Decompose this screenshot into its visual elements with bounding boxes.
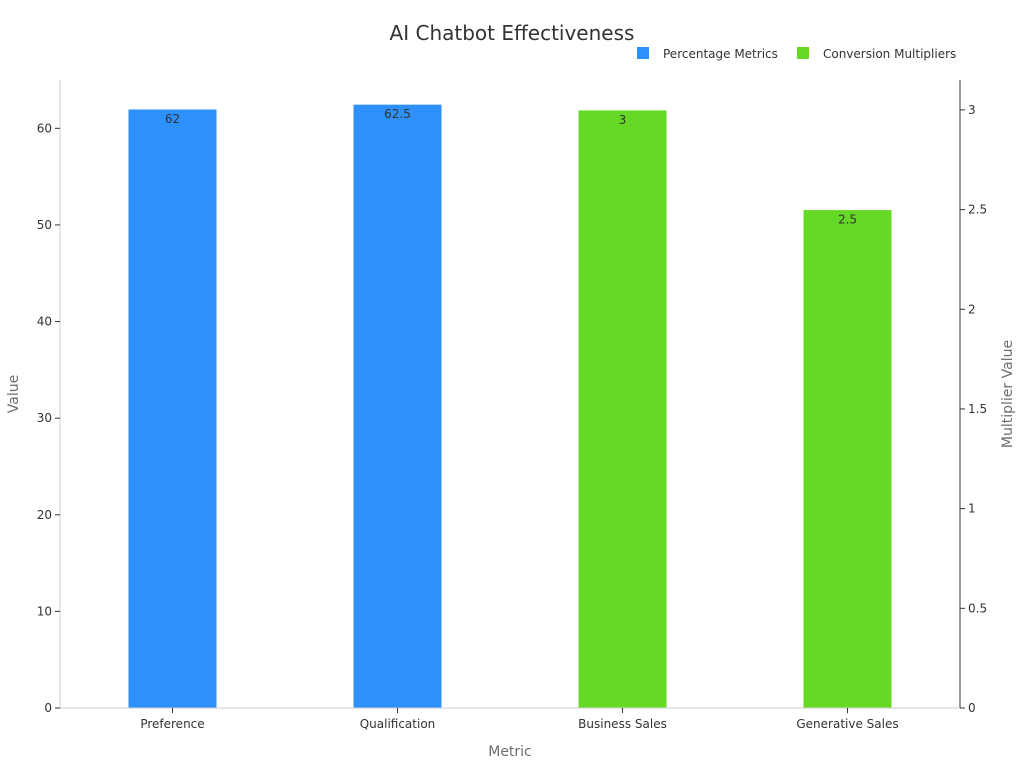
y-tick-label: 0: [44, 701, 52, 715]
bar-labels: 62 62.5 3 2.5: [165, 107, 857, 226]
x-tick-label: Preference: [140, 717, 204, 731]
y-tick-label: 30: [37, 411, 52, 425]
x-tick-label: Generative Sales: [796, 717, 898, 731]
x-ticks: Preference Qualification Business Sales Gen…: [140, 708, 899, 731]
y-ticks-right: 0 0.5 1 1.5 2 2.5 3: [960, 103, 987, 715]
y-tick-label: 20: [37, 508, 52, 522]
legend-label-percentage-metrics: Percentage Metrics: [663, 47, 778, 61]
y-tick-label: 50: [37, 218, 52, 232]
legend-swatch-percentage-metrics: [637, 47, 649, 59]
y2-tick-label: 0: [968, 701, 976, 715]
bar-generative-sales: [802, 209, 893, 709]
bar-qualification: [352, 103, 443, 709]
bar-value-label: 62.5: [384, 107, 411, 121]
bar-business-sales: [577, 109, 668, 709]
bar-value-label: 62: [165, 112, 180, 126]
y2-tick-label: 0.5: [968, 601, 987, 615]
y2-tick-label: 2.5: [968, 203, 987, 217]
y2-tick-label: 2: [968, 302, 976, 316]
legend-swatch-conversion-multipliers: [797, 47, 809, 59]
bar-value-label: 2.5: [838, 213, 857, 227]
bars: [127, 103, 893, 709]
y-tick-label: 10: [37, 604, 52, 618]
y-tick-label: 60: [37, 121, 52, 135]
x-tick-label: Qualification: [360, 717, 436, 731]
chart-title: AI Chatbot Effectiveness: [390, 21, 635, 45]
x-tick-label: Business Sales: [578, 717, 667, 731]
y2-tick-label: 1.5: [968, 402, 987, 416]
y2-axis-title: Multiplier Value: [1000, 340, 1016, 448]
legend: Percentage Metrics Conversion Multiplier…: [637, 47, 956, 61]
bar-value-label: 3: [619, 113, 627, 127]
legend-label-conversion-multipliers: Conversion Multipliers: [823, 47, 956, 61]
y-tick-label: 40: [37, 315, 52, 329]
bar-preference: [127, 108, 218, 709]
y-axis-title: Value: [6, 375, 22, 413]
y-ticks-left: 0 10 20 30 40 50 60: [37, 121, 60, 715]
x-axis-title: Metric: [488, 744, 532, 760]
y2-tick-label: 1: [968, 502, 976, 516]
y2-tick-label: 3: [968, 103, 976, 117]
